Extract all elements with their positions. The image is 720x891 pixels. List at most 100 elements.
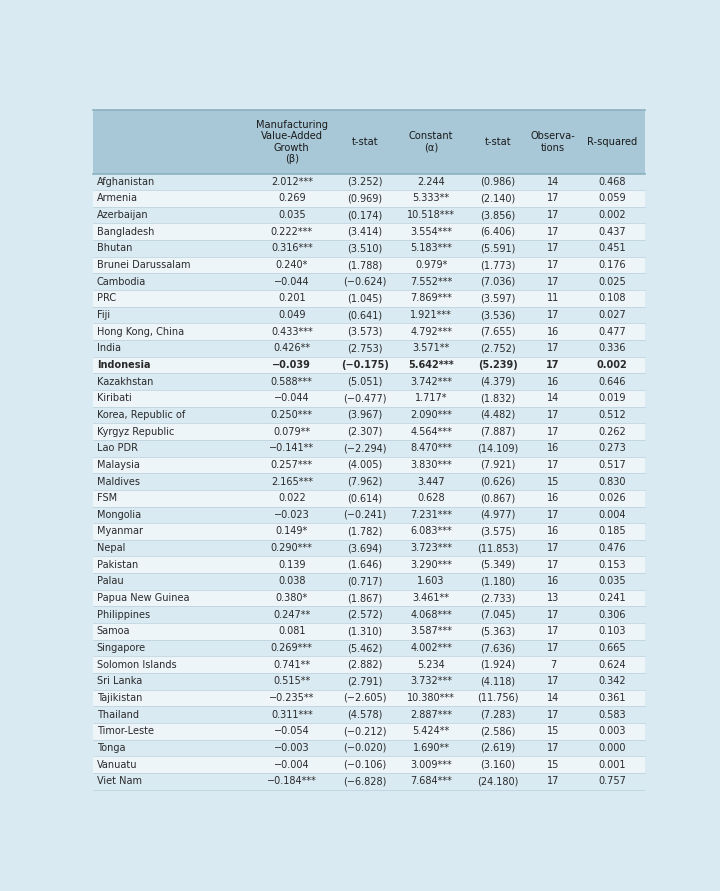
Text: 0.665: 0.665 <box>598 643 626 653</box>
Text: −0.054: −0.054 <box>274 726 310 736</box>
Text: Fiji: Fiji <box>96 310 110 320</box>
Text: Nepal: Nepal <box>96 544 125 553</box>
Text: Malaysia: Malaysia <box>96 460 140 470</box>
Text: Cambodia: Cambodia <box>96 277 146 287</box>
Text: 17: 17 <box>546 460 559 470</box>
Text: 0.262: 0.262 <box>598 427 626 437</box>
Text: 0.035: 0.035 <box>278 210 305 220</box>
Bar <box>93 240 645 257</box>
Text: Indonesia: Indonesia <box>96 360 150 370</box>
Text: Philippines: Philippines <box>96 609 150 620</box>
Text: (0.969): (0.969) <box>347 193 382 203</box>
Text: (−0.241): (−0.241) <box>343 510 387 519</box>
Text: 10.380***: 10.380*** <box>408 693 455 703</box>
Text: 7: 7 <box>550 659 556 670</box>
Bar <box>93 110 645 174</box>
Text: (−6.828): (−6.828) <box>343 776 387 786</box>
Text: 0.019: 0.019 <box>598 393 626 404</box>
Text: Timor-Leste: Timor-Leste <box>96 726 153 736</box>
Text: (3.160): (3.160) <box>480 760 516 770</box>
Text: Pakistan: Pakistan <box>96 560 138 569</box>
Text: 16: 16 <box>546 576 559 586</box>
Text: (7.036): (7.036) <box>480 277 516 287</box>
Text: (2.791): (2.791) <box>347 676 382 686</box>
Text: 0.153: 0.153 <box>598 560 626 569</box>
Text: 3.723***: 3.723*** <box>410 544 452 553</box>
Text: (3.510): (3.510) <box>347 243 382 253</box>
Text: 0.027: 0.027 <box>598 310 626 320</box>
Text: 0.002: 0.002 <box>598 210 626 220</box>
Bar <box>93 340 645 356</box>
Text: (−0.020): (−0.020) <box>343 743 387 753</box>
Text: (7.921): (7.921) <box>480 460 516 470</box>
Text: 16: 16 <box>546 377 559 387</box>
Text: 0.628: 0.628 <box>418 494 445 503</box>
Text: 0.477: 0.477 <box>598 327 626 337</box>
Text: 4.564***: 4.564*** <box>410 427 452 437</box>
Text: 0.201: 0.201 <box>278 293 305 304</box>
Text: (1.310): (1.310) <box>347 626 382 636</box>
Text: 0.380*: 0.380* <box>276 593 308 603</box>
Text: 0.433***: 0.433*** <box>271 327 312 337</box>
Text: (3.856): (3.856) <box>480 210 516 220</box>
Text: (0.986): (0.986) <box>480 176 516 187</box>
Text: Lao PDR: Lao PDR <box>96 443 138 454</box>
Text: 7.552***: 7.552*** <box>410 277 452 287</box>
Text: Kazakhstan: Kazakhstan <box>96 377 153 387</box>
Text: 0.149*: 0.149* <box>276 527 308 536</box>
Text: Hong Kong, China: Hong Kong, China <box>96 327 184 337</box>
Text: (7.887): (7.887) <box>480 427 516 437</box>
Text: FSM: FSM <box>96 494 117 503</box>
Text: 0.979*: 0.979* <box>415 260 447 270</box>
Text: (2.572): (2.572) <box>347 609 382 620</box>
Text: 17: 17 <box>546 427 559 437</box>
Bar <box>93 607 645 623</box>
Text: 15: 15 <box>546 726 559 736</box>
Text: Singapore: Singapore <box>96 643 146 653</box>
Text: (2.586): (2.586) <box>480 726 516 736</box>
Text: (3.252): (3.252) <box>347 176 382 187</box>
Text: Kyrgyz Republic: Kyrgyz Republic <box>96 427 174 437</box>
Text: 17: 17 <box>546 260 559 270</box>
Bar <box>93 224 645 240</box>
Text: 17: 17 <box>546 227 559 237</box>
Text: 0.437: 0.437 <box>598 227 626 237</box>
Bar <box>93 390 645 406</box>
Text: Vanuatu: Vanuatu <box>96 760 138 770</box>
Text: 0.240*: 0.240* <box>276 260 308 270</box>
Text: (1.782): (1.782) <box>347 527 382 536</box>
Text: 3.742***: 3.742*** <box>410 377 452 387</box>
Text: 0.022: 0.022 <box>278 494 306 503</box>
Text: Samoa: Samoa <box>96 626 130 636</box>
Text: 0.035: 0.035 <box>598 576 626 586</box>
Text: 17: 17 <box>546 643 559 653</box>
Text: 0.222***: 0.222*** <box>271 227 313 237</box>
Text: 0.306: 0.306 <box>598 609 626 620</box>
Text: (3.967): (3.967) <box>347 410 382 420</box>
Bar <box>93 557 645 573</box>
Text: 16: 16 <box>546 527 559 536</box>
Bar <box>93 490 645 506</box>
Text: 0.342: 0.342 <box>598 676 626 686</box>
Text: 0.646: 0.646 <box>598 377 626 387</box>
Text: Thailand: Thailand <box>96 709 139 720</box>
Text: 7.684***: 7.684*** <box>410 776 452 786</box>
Bar <box>93 623 645 640</box>
Bar <box>93 590 645 607</box>
Text: (0.641): (0.641) <box>347 310 382 320</box>
Text: 5.183***: 5.183*** <box>410 243 452 253</box>
Text: Armenia: Armenia <box>96 193 138 203</box>
Text: 0.108: 0.108 <box>598 293 626 304</box>
Text: (−0.175): (−0.175) <box>341 360 389 370</box>
Text: −0.039: −0.039 <box>272 360 311 370</box>
Text: Papua New Guinea: Papua New Guinea <box>96 593 189 603</box>
Text: 14: 14 <box>546 393 559 404</box>
Bar <box>93 540 645 557</box>
Text: 17: 17 <box>546 510 559 519</box>
Text: (4.379): (4.379) <box>480 377 516 387</box>
Text: −0.184***: −0.184*** <box>267 776 317 786</box>
Text: (5.591): (5.591) <box>480 243 516 253</box>
Text: 3.009***: 3.009*** <box>410 760 452 770</box>
Text: 0.757: 0.757 <box>598 776 626 786</box>
Text: (4.005): (4.005) <box>347 460 382 470</box>
